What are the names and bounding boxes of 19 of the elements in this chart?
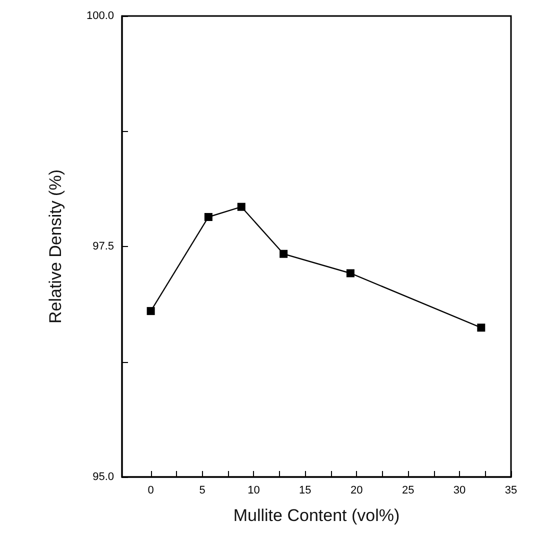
point xyxy=(477,324,486,332)
x-tick-label: 35 xyxy=(504,484,518,496)
point xyxy=(204,212,212,221)
x-tick-label: 20 xyxy=(350,484,363,496)
point xyxy=(346,269,354,278)
point xyxy=(280,250,288,258)
x-tick-label: 25 xyxy=(402,484,414,496)
y-tick-label: 97.5 xyxy=(92,240,114,252)
y-tick-label: 95.0 xyxy=(92,471,114,483)
x-axis-title: Mullite Content (vol%) xyxy=(233,506,400,525)
x-tick-label: 30 xyxy=(453,484,466,496)
x-tick-label: 15 xyxy=(299,484,312,496)
y-axis-title: Relative Density (%) xyxy=(46,170,65,324)
point xyxy=(237,202,246,211)
y-tick-label: 100.0 xyxy=(86,10,114,22)
x-tick-label: 5 xyxy=(199,484,206,496)
x-tick-label: 0 xyxy=(148,484,154,496)
x-tick-label: 10 xyxy=(248,484,260,496)
point xyxy=(146,307,155,316)
